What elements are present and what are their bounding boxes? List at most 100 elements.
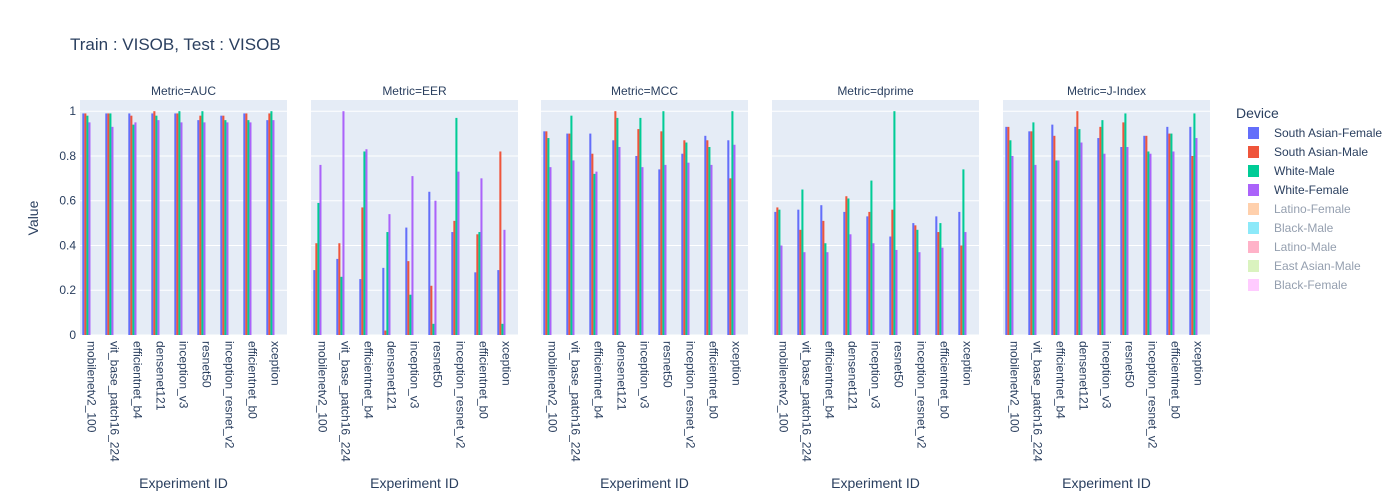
bar[interactable]: [503, 229, 506, 335]
bar[interactable]: [1195, 138, 1198, 335]
bar[interactable]: [549, 167, 552, 335]
bar[interactable]: [474, 272, 477, 335]
bar[interactable]: [843, 211, 846, 335]
legend-item[interactable]: White-Female: [1248, 183, 1349, 197]
bar[interactable]: [637, 129, 640, 335]
bar[interactable]: [1168, 133, 1171, 335]
legend-item[interactable]: Latino-Female: [1248, 202, 1351, 216]
bar[interactable]: [363, 151, 366, 335]
bar[interactable]: [249, 122, 252, 335]
bar[interactable]: [683, 140, 686, 335]
bar[interactable]: [386, 232, 389, 335]
legend-item[interactable]: Black-Female: [1248, 278, 1348, 292]
bar[interactable]: [1099, 126, 1102, 335]
bar[interactable]: [708, 147, 711, 335]
bar[interactable]: [407, 261, 410, 335]
bar[interactable]: [174, 113, 177, 335]
bar[interactable]: [566, 133, 569, 335]
bar[interactable]: [82, 113, 85, 335]
bar[interactable]: [499, 151, 502, 335]
bar[interactable]: [1007, 126, 1010, 335]
bar[interactable]: [1166, 126, 1169, 335]
bar[interactable]: [778, 209, 781, 335]
bar[interactable]: [799, 229, 802, 335]
bar[interactable]: [589, 133, 592, 335]
bar[interactable]: [614, 111, 617, 335]
bar[interactable]: [130, 115, 133, 336]
bar[interactable]: [128, 113, 131, 335]
bar[interactable]: [1124, 113, 1127, 335]
bar[interactable]: [88, 122, 91, 335]
bar[interactable]: [1076, 111, 1079, 335]
bar[interactable]: [1189, 126, 1192, 335]
legend-item[interactable]: South Asian-Male: [1248, 145, 1368, 159]
bar[interactable]: [591, 153, 594, 335]
bar[interactable]: [86, 115, 89, 336]
bar[interactable]: [545, 131, 548, 335]
legend-item[interactable]: Latino-Male: [1248, 240, 1337, 254]
bar[interactable]: [801, 189, 804, 335]
bar[interactable]: [480, 178, 483, 335]
bar[interactable]: [409, 294, 412, 335]
bar[interactable]: [822, 220, 825, 335]
bar[interactable]: [455, 117, 458, 336]
bar[interactable]: [635, 155, 638, 335]
bar[interactable]: [895, 249, 898, 335]
bar[interactable]: [1145, 135, 1148, 335]
bar[interactable]: [359, 279, 362, 335]
bar[interactable]: [849, 234, 852, 335]
bar[interactable]: [501, 323, 504, 335]
bar[interactable]: [847, 198, 850, 335]
bar[interactable]: [157, 120, 160, 336]
bar[interactable]: [338, 243, 341, 335]
bar[interactable]: [199, 115, 202, 336]
bar[interactable]: [820, 205, 823, 335]
bar[interactable]: [889, 236, 892, 335]
bar[interactable]: [658, 169, 661, 335]
bar[interactable]: [912, 223, 915, 335]
bar[interactable]: [430, 285, 433, 335]
bar[interactable]: [706, 140, 709, 335]
bar[interactable]: [155, 115, 158, 336]
bar[interactable]: [1101, 120, 1104, 336]
bar[interactable]: [868, 211, 871, 335]
bar[interactable]: [245, 113, 248, 335]
bar[interactable]: [453, 220, 456, 335]
bar[interactable]: [618, 147, 621, 335]
legend-item[interactable]: White-Male: [1248, 164, 1335, 178]
bar[interactable]: [780, 245, 783, 335]
bar[interactable]: [224, 120, 227, 336]
bar[interactable]: [664, 164, 667, 335]
bar[interactable]: [313, 270, 316, 335]
bar[interactable]: [731, 111, 734, 335]
bar[interactable]: [681, 153, 684, 335]
bar[interactable]: [803, 252, 806, 335]
bar[interactable]: [1126, 147, 1129, 335]
bar[interactable]: [365, 149, 368, 335]
bar[interactable]: [428, 191, 431, 335]
bar[interactable]: [729, 178, 732, 335]
bar[interactable]: [733, 144, 736, 335]
bar[interactable]: [153, 111, 156, 335]
bar[interactable]: [826, 252, 829, 335]
bar[interactable]: [201, 111, 204, 335]
bar[interactable]: [222, 115, 225, 336]
bar[interactable]: [572, 160, 575, 335]
bar[interactable]: [1005, 126, 1008, 335]
bar[interactable]: [178, 111, 181, 335]
bar[interactable]: [270, 111, 273, 335]
bar[interactable]: [384, 330, 387, 335]
bar[interactable]: [660, 131, 663, 335]
bar[interactable]: [543, 131, 546, 335]
bar[interactable]: [457, 171, 460, 335]
bar[interactable]: [151, 113, 154, 335]
bar[interactable]: [891, 209, 894, 335]
bar[interactable]: [243, 113, 246, 335]
bar[interactable]: [1074, 126, 1077, 335]
bar[interactable]: [105, 113, 108, 335]
bar[interactable]: [336, 258, 339, 335]
bar[interactable]: [893, 111, 896, 335]
bar[interactable]: [797, 209, 800, 335]
bar[interactable]: [1097, 138, 1100, 335]
bar[interactable]: [774, 211, 777, 335]
